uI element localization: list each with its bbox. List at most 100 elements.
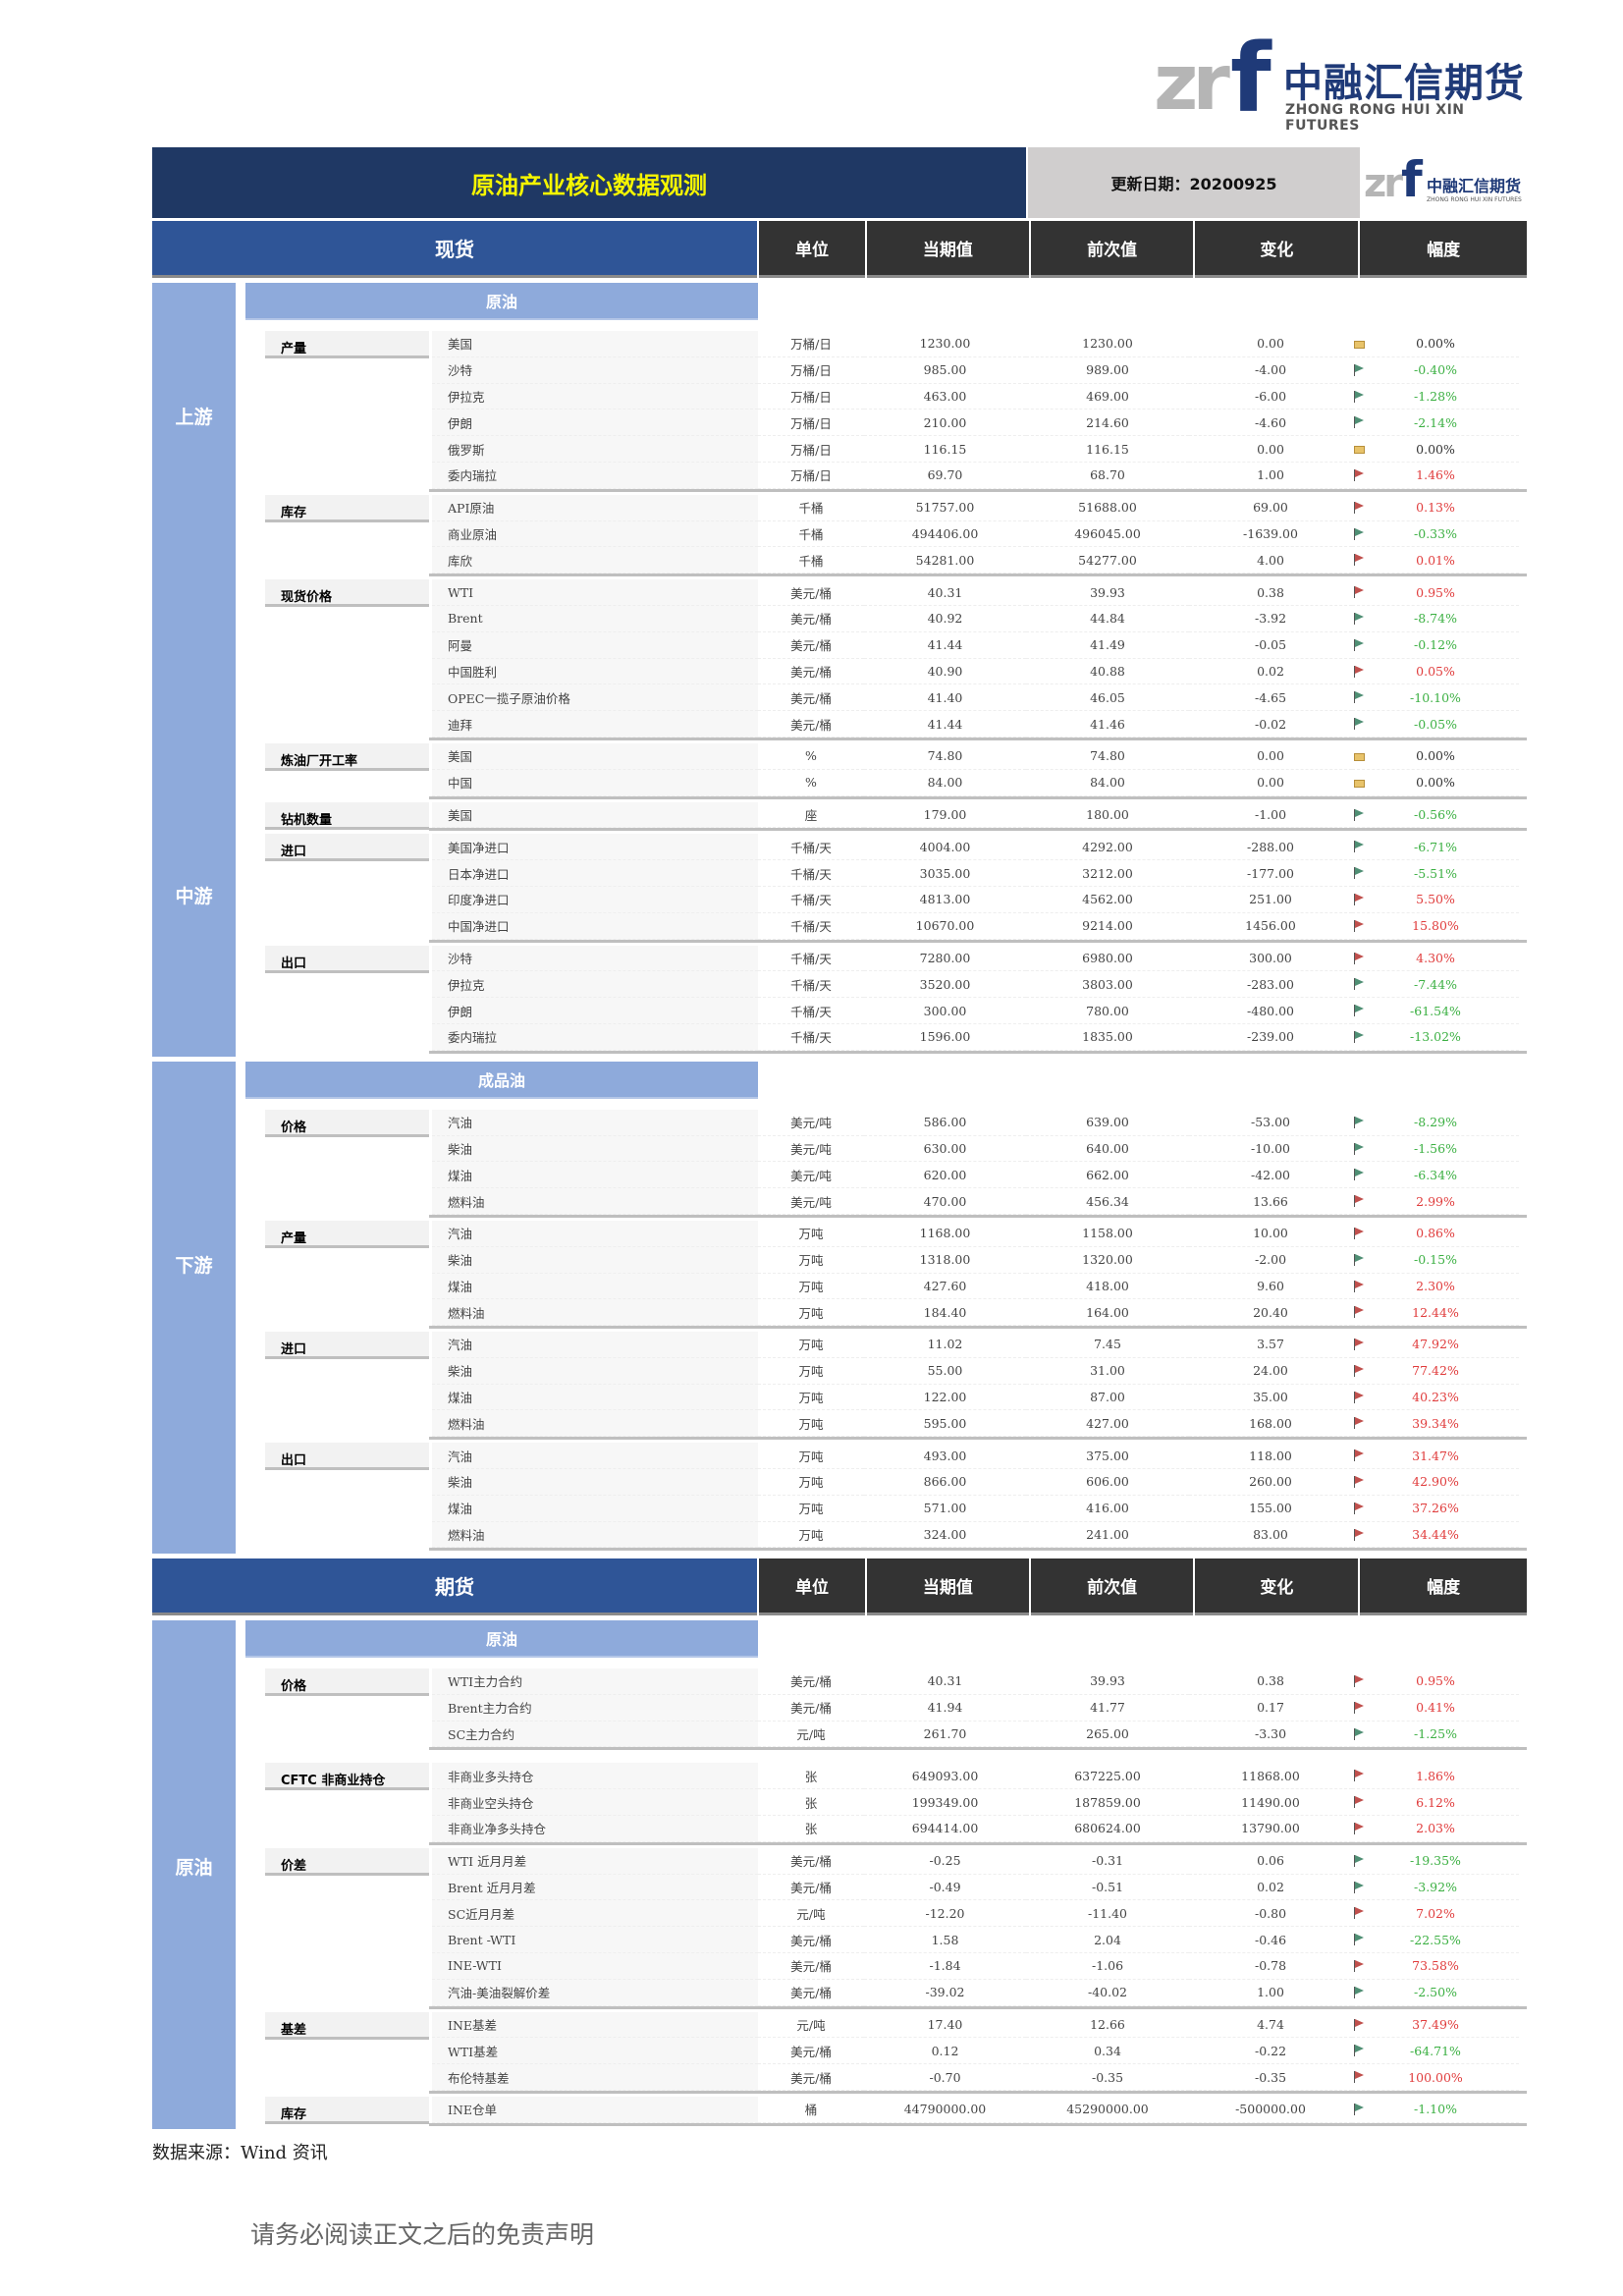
previous-value: 780.00 bbox=[1026, 998, 1189, 1024]
current-value: 494406.00 bbox=[864, 521, 1026, 548]
red-flag-icon bbox=[1354, 893, 1366, 905]
category-label: CFTC 非商业持仓 bbox=[265, 1763, 429, 1791]
change-value: -3.92 bbox=[1189, 606, 1352, 632]
table-row: Brent 美元/桶 40.92 44.84 -3.92 -8.74% bbox=[429, 605, 1527, 632]
unit-cell: 桶 bbox=[758, 2097, 864, 2123]
unit-cell: 美元/吨 bbox=[758, 1162, 864, 1189]
red-flag-icon bbox=[1354, 1391, 1366, 1403]
change-value: 0.00 bbox=[1189, 436, 1352, 463]
red-flag-icon bbox=[1354, 1796, 1366, 1809]
table-row: 沙特 千桶/天 7280.00 6980.00 300.00 4.30% bbox=[429, 945, 1527, 972]
previous-value: -0.31 bbox=[1026, 1848, 1189, 1875]
pct-cell: -8.29% bbox=[1352, 1110, 1519, 1136]
pct-cell: 5.50% bbox=[1352, 887, 1519, 913]
current-value: 40.90 bbox=[864, 659, 1026, 685]
table-row: 印度净进口 千桶/天 4813.00 4562.00 251.00 5.50% bbox=[429, 886, 1527, 913]
pct-cell: -7.44% bbox=[1352, 971, 1519, 999]
pct-cell: -0.33% bbox=[1352, 521, 1519, 548]
current-value: 261.70 bbox=[864, 1722, 1026, 1748]
previous-value: 1320.00 bbox=[1026, 1247, 1189, 1274]
table-row: WTI 美元/桶 40.31 39.93 0.38 0.95% bbox=[429, 579, 1527, 606]
item-name: SC近月月差 bbox=[432, 1900, 758, 1928]
change-value: 0.00 bbox=[1189, 331, 1352, 357]
pct-change: -1.28% bbox=[1414, 388, 1457, 404]
previous-value: 4562.00 bbox=[1026, 887, 1189, 913]
table-row: Brent主力合约 美元/桶 41.94 41.77 0.17 0.41% bbox=[429, 1694, 1527, 1722]
table-row: 柴油 万吨 1318.00 1320.00 -2.00 -0.15% bbox=[429, 1246, 1527, 1274]
pct-change: 0.00% bbox=[1416, 441, 1455, 457]
table-row: 阿曼 美元/桶 41.44 41.49 -0.05 -0.12% bbox=[429, 631, 1527, 659]
previous-value: 6980.00 bbox=[1026, 946, 1189, 972]
group-rows: WTI 近月月差 美元/桶 -0.25 -0.31 0.06 -19.35% Brent 近… bbox=[429, 1847, 1527, 2009]
item-name: 汽油 bbox=[432, 1332, 758, 1358]
green-flag-icon bbox=[1354, 416, 1366, 429]
change-value: -6.00 bbox=[1189, 384, 1352, 410]
unit-cell: 美元/桶 bbox=[758, 1695, 864, 1722]
pct-change: -6.71% bbox=[1414, 839, 1457, 854]
previous-value: 7.45 bbox=[1026, 1332, 1189, 1358]
current-value: 985.00 bbox=[864, 357, 1026, 384]
unit-cell: 万桶/日 bbox=[758, 331, 864, 357]
green-flag-icon bbox=[1354, 390, 1366, 403]
change-value: -4.60 bbox=[1189, 410, 1352, 437]
pct-change: -3.92% bbox=[1414, 1879, 1457, 1894]
unit-cell: 万吨 bbox=[758, 1410, 864, 1438]
change-value: -480.00 bbox=[1189, 998, 1352, 1024]
pct-cell: 0.13% bbox=[1352, 495, 1519, 521]
unit-cell: 千桶/天 bbox=[758, 887, 864, 913]
spot-section: 现货 单位 当期值 前次值 变化 幅度 上游 中游 原油 产量 美国 万桶/日 1230.00 1230.… bbox=[0, 221, 1527, 1555]
zone-block: 上游 中游 原油 产量 美国 万桶/日 1230.00 1230.00 0.00 0.00% 沙特万… bbox=[152, 283, 1527, 1057]
change-value: 0.02 bbox=[1189, 659, 1352, 685]
unit-cell: 千桶/天 bbox=[758, 971, 864, 999]
current-value: -39.02 bbox=[864, 1980, 1026, 2006]
group-rows: 美国% 74.80 74.80 0.00 0.00% 中国% 84.00 84.00 0.00 0… bbox=[429, 742, 1527, 799]
pct-cell: -6.71% bbox=[1352, 834, 1519, 861]
column-header-chg: 变化 bbox=[1195, 221, 1359, 278]
change-value: 35.00 bbox=[1189, 1385, 1352, 1411]
previous-value: 84.00 bbox=[1026, 770, 1189, 796]
previous-value: 214.60 bbox=[1026, 410, 1189, 437]
red-flag-icon bbox=[1354, 1195, 1366, 1208]
pct-change: -0.40% bbox=[1414, 362, 1457, 378]
change-value: 69.00 bbox=[1189, 495, 1352, 521]
item-name: API原油 bbox=[432, 494, 758, 521]
red-flag-icon bbox=[1354, 952, 1366, 964]
current-value: 116.15 bbox=[864, 436, 1026, 463]
change-value: -0.78 bbox=[1189, 1953, 1352, 1980]
previous-value: 469.00 bbox=[1026, 384, 1189, 410]
previous-value: 116.15 bbox=[1026, 436, 1189, 463]
data-group: 库存 INE仓单桶 44790000.00 45290000.00 -500000.00… bbox=[245, 2096, 1527, 2126]
red-flag-icon bbox=[1354, 1339, 1366, 1351]
pct-change: 0.01% bbox=[1416, 552, 1455, 568]
pct-change: 34.44% bbox=[1412, 1527, 1459, 1543]
previous-value: 606.00 bbox=[1026, 1469, 1189, 1496]
item-name: 委内瑞拉 bbox=[432, 1023, 758, 1051]
item-name: 柴油 bbox=[432, 1357, 758, 1385]
change-value: -4.00 bbox=[1189, 357, 1352, 384]
data-group: 产量 美国 万桶/日 1230.00 1230.00 0.00 0.00% 沙特 万桶/日 985… bbox=[245, 331, 1527, 492]
category-cell: 库存 bbox=[265, 494, 429, 576]
unit-cell: % bbox=[758, 770, 864, 796]
data-group: 产量 汽油 万吨 1168.00 1158.00 10.00 0.86% 柴油 万吨 1318.0… bbox=[245, 1220, 1527, 1330]
item-name: 伊拉克 bbox=[432, 383, 758, 410]
flat-marker-icon bbox=[1354, 443, 1366, 455]
previous-value: 41.49 bbox=[1026, 632, 1189, 659]
table-row: WTI主力合约 美元/桶 40.31 39.93 0.38 0.95% bbox=[429, 1668, 1527, 1695]
current-value: 866.00 bbox=[864, 1469, 1026, 1496]
table-row: 汽油-美油裂解价差 美元/桶 -39.02 -40.02 1.00 -2.50% bbox=[429, 1979, 1527, 2006]
zone-content: 原油 价格 WTI主力合约 美元/桶 40.31 39.93 0.38 0.95% Brent主… bbox=[245, 1620, 1527, 2129]
pct-cell: -19.35% bbox=[1352, 1848, 1519, 1875]
change-value: 24.00 bbox=[1189, 1358, 1352, 1385]
table-row: 伊拉克 万桶/日 463.00 469.00 -6.00 -1.28% bbox=[429, 383, 1527, 410]
data-group: 价差 WTI 近月月差 美元/桶 -0.25 -0.31 0.06 -19.35% Brent… bbox=[245, 1847, 1527, 2009]
item-name: 美国 bbox=[432, 331, 758, 357]
change-value: 1.00 bbox=[1189, 1980, 1352, 2006]
pct-cell: 34.44% bbox=[1352, 1522, 1519, 1549]
pct-change: 0.41% bbox=[1416, 1700, 1455, 1716]
zone-block: 原油 原油 价格 WTI主力合约 美元/桶 40.31 39.93 0.38 0.95% Bren… bbox=[152, 1620, 1527, 2129]
pct-cell: -1.28% bbox=[1352, 384, 1519, 410]
group-rows: 沙特 千桶/天 7280.00 6980.00 300.00 4.30% 伊拉克 千桶/天 35… bbox=[429, 945, 1527, 1054]
current-value: 55.00 bbox=[864, 1358, 1026, 1385]
green-flag-icon bbox=[1354, 638, 1366, 651]
table-row: INE仓单桶 44790000.00 45290000.00 -500000.00 -1… bbox=[429, 2096, 1527, 2123]
